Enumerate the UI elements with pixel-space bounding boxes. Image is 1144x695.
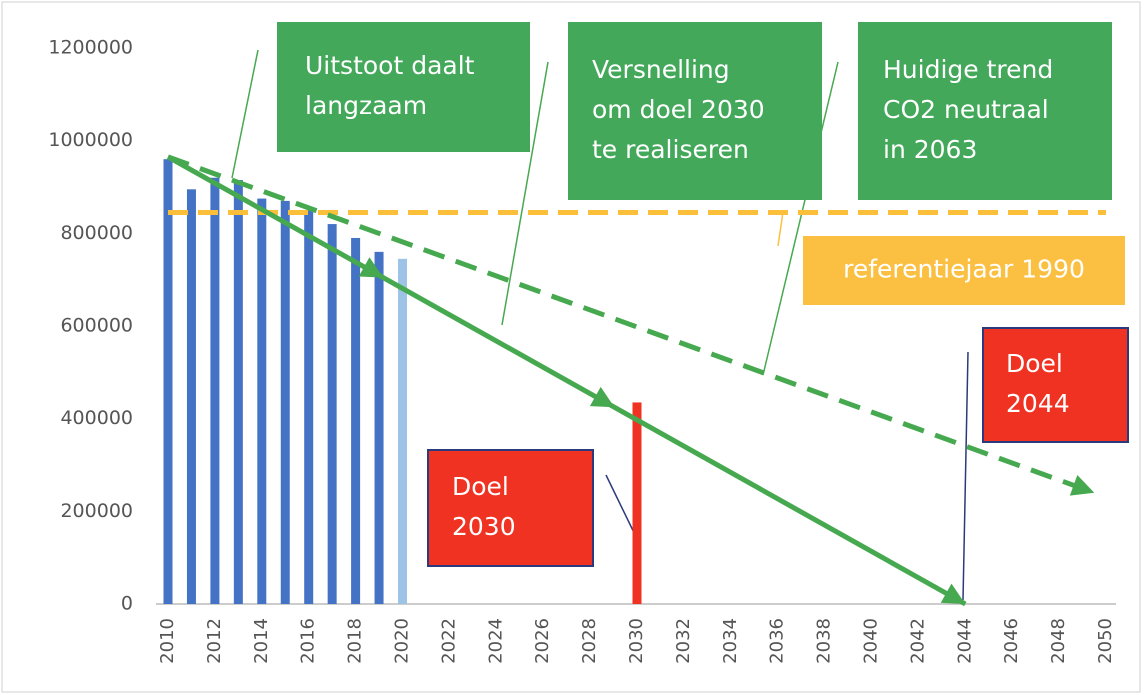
x-tick-label: 2012	[204, 618, 225, 664]
annotation-text: om doel 2030	[592, 95, 765, 124]
annotation-text: Doel	[1006, 349, 1063, 378]
annotation-text: in 2063	[883, 135, 977, 164]
annotation-text: referentiejaar 1990	[843, 255, 1085, 284]
annotation-text: Versnelling	[592, 55, 730, 84]
x-tick-label: 2044	[954, 618, 975, 664]
x-tick-label: 2028	[579, 618, 600, 664]
bar	[327, 224, 337, 605]
x-tick-label: 2022	[438, 618, 459, 664]
trend-line	[166, 154, 967, 607]
arrowhead	[940, 583, 966, 604]
bar	[398, 258, 407, 604]
annotation-box	[427, 449, 594, 567]
bar	[280, 200, 290, 604]
x-tick-label: 2018	[345, 618, 366, 664]
annotation-text: Huidige trend	[883, 55, 1053, 84]
x-tick-label: 2016	[298, 618, 319, 664]
x-tick-label: 2038	[814, 618, 835, 664]
x-tick-label: 2014	[251, 618, 272, 664]
bar	[304, 210, 314, 604]
annotation-box	[858, 22, 1112, 200]
x-tick-label: 2020	[392, 618, 413, 664]
y-tick-label: 1000000	[48, 129, 133, 151]
bar	[632, 402, 642, 604]
annotation-text: langzaam	[305, 91, 427, 120]
annotation-box	[803, 236, 1125, 305]
annotation-text: te realiseren	[592, 135, 749, 164]
leader-line	[962, 351, 969, 601]
x-tick-label: 2026	[532, 618, 553, 664]
y-tick-label: 1200000	[48, 37, 133, 59]
x-tick-label: 2030	[626, 618, 647, 664]
y-tick-label: 600000	[60, 315, 133, 337]
bar	[210, 177, 220, 604]
annotation-box	[982, 327, 1129, 443]
leader-line	[762, 61, 839, 376]
bar	[257, 198, 267, 605]
x-tick-label: 2024	[485, 618, 506, 664]
y-tick-label: 400000	[60, 407, 133, 429]
x-tick-label: 2010	[157, 618, 178, 664]
annotation-text: CO2 neutraal	[883, 95, 1049, 124]
x-tick-label: 2046	[1001, 618, 1022, 664]
y-tick-label: 200000	[60, 500, 133, 522]
x-tick-label: 2036	[767, 618, 788, 664]
x-tick-label: 2048	[1048, 618, 1069, 664]
leader-line	[777, 211, 784, 247]
x-tick-label: 2042	[907, 618, 928, 664]
x-tick-label: 2050	[1095, 618, 1116, 664]
y-tick-label: 0	[121, 593, 133, 615]
bar	[186, 189, 196, 605]
annotation-box	[277, 22, 530, 152]
bar	[374, 251, 384, 604]
arrowhead	[1069, 474, 1095, 496]
bar	[163, 159, 173, 604]
annotation-text: 2044	[1006, 389, 1070, 418]
annotation-text: Doel	[452, 472, 509, 501]
arrowhead	[358, 257, 384, 278]
trend-line	[167, 154, 1096, 496]
y-tick-label: 800000	[60, 222, 133, 244]
arrowhead	[589, 386, 615, 408]
bar	[233, 180, 243, 605]
annotation-text: 2030	[452, 512, 516, 541]
bar	[351, 237, 361, 604]
leader-line	[231, 49, 259, 179]
annotation-box	[568, 22, 822, 200]
x-tick-label: 2034	[720, 618, 741, 664]
x-tick-label: 2040	[861, 618, 882, 664]
leader-line	[501, 61, 549, 326]
annotation-text: Uitstoot daalt	[305, 51, 475, 80]
x-tick-label: 2032	[673, 618, 694, 664]
